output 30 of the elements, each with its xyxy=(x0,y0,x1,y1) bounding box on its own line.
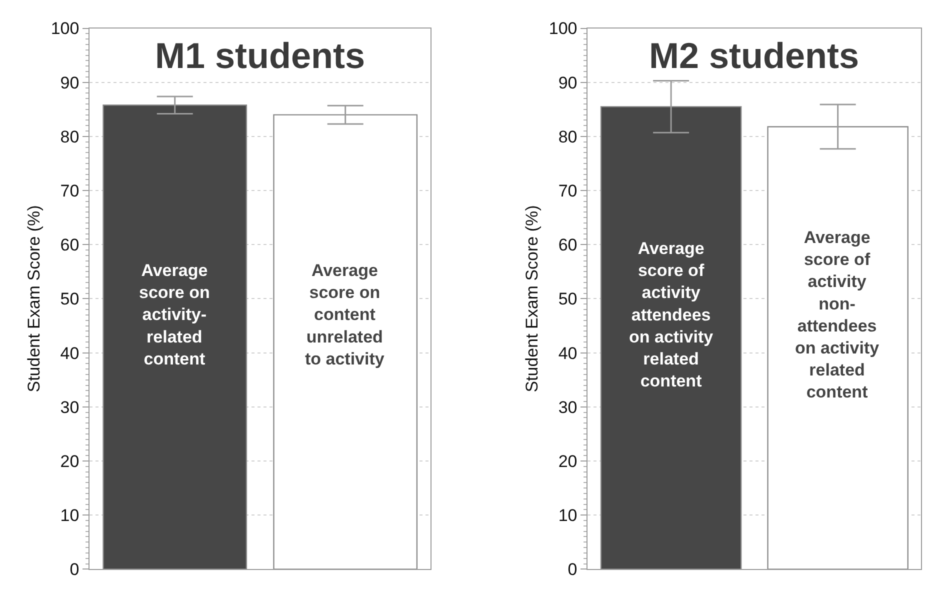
y-tick-label: 50 xyxy=(60,290,80,309)
category-label: Average score of activity attendees on activity related content xyxy=(629,239,714,391)
y-tick-label: 50 xyxy=(558,290,578,309)
y-tick-label: 80 xyxy=(60,127,80,146)
category-label: Average score of activity non- attendees on activity related content xyxy=(795,228,880,402)
y-tick-label: 90 xyxy=(60,73,80,92)
y-tick-label: 20 xyxy=(558,452,578,471)
y-tick-label: 0 xyxy=(568,560,578,580)
chart-title: M1 students xyxy=(155,35,366,76)
y-axis-title: Student Exam Score (%) xyxy=(24,205,44,392)
y-tick-label: 60 xyxy=(558,236,578,255)
y-tick-label: 60 xyxy=(60,236,80,255)
y-tick-label: 40 xyxy=(60,344,80,363)
category-label: Average score on activity- related content xyxy=(139,261,210,368)
y-tick-label: 0 xyxy=(70,560,80,580)
y-tick-label: 100 xyxy=(50,19,80,38)
y-tick-label: 70 xyxy=(60,182,80,201)
y-tick-label: 80 xyxy=(558,127,578,146)
y-tick-label: 30 xyxy=(558,398,578,417)
y-tick-label: 30 xyxy=(60,398,80,417)
y-tick-label: 100 xyxy=(548,19,578,38)
category-label: Average score on content unrelated to activity xyxy=(305,261,384,368)
y-tick-label: 90 xyxy=(558,73,578,92)
y-tick-label: 10 xyxy=(558,506,578,526)
y-tick-label: 40 xyxy=(558,344,578,363)
y-axis-title: Student Exam Score (%) xyxy=(522,205,542,392)
chart-title: M2 students xyxy=(649,35,860,76)
y-tick-label: 10 xyxy=(60,506,80,526)
y-tick-label: 70 xyxy=(558,182,578,201)
y-tick-label: 20 xyxy=(60,452,80,471)
